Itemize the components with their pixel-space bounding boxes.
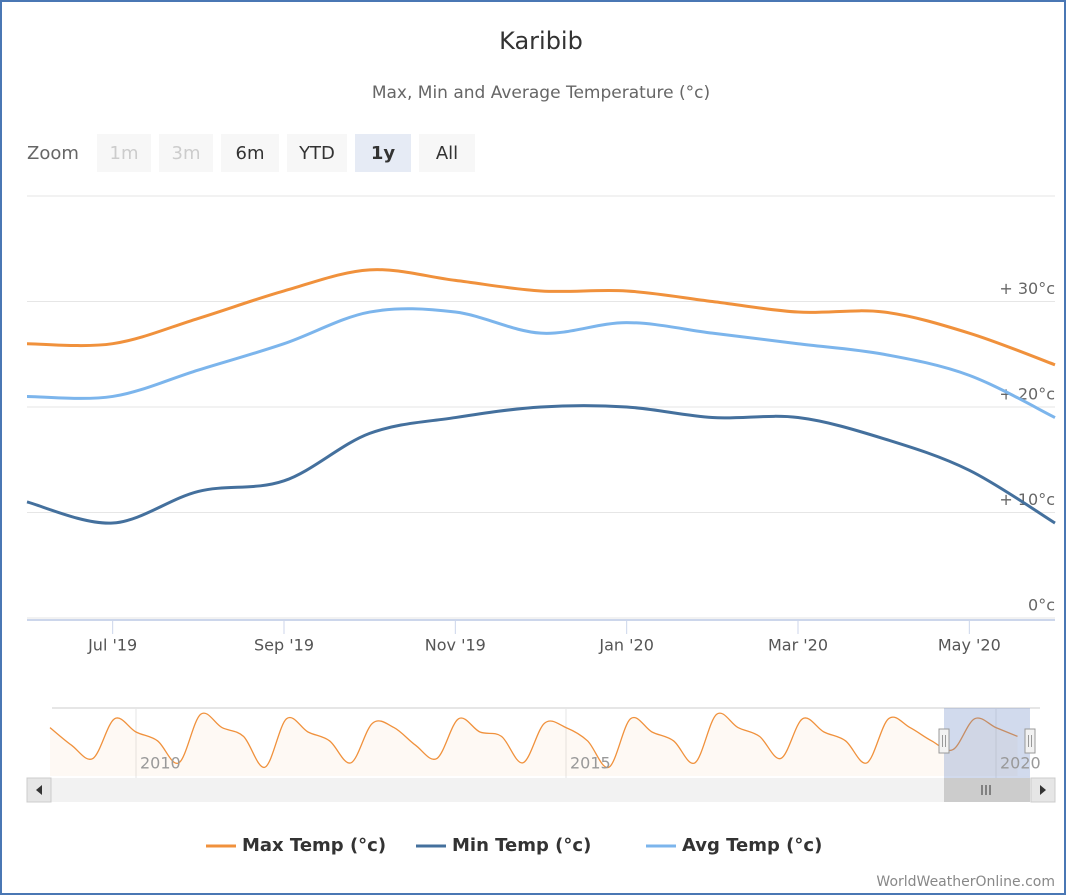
- legend-label[interactable]: Avg Temp (°c): [682, 835, 822, 856]
- navigator: 2010 2015 2020: [26, 707, 1056, 803]
- credit: WorldWeatherOnline.com: [876, 874, 1055, 890]
- zoom-button[interactable]: [159, 134, 213, 172]
- handle-grip: [1028, 735, 1032, 747]
- navigator-handle[interactable]: [938, 728, 950, 754]
- x-tick-label: Sep '19: [254, 636, 314, 655]
- handle-grip: [942, 735, 946, 747]
- thumb-grip: [981, 785, 991, 795]
- x-tick-label: Jan '20: [598, 636, 654, 655]
- arrow-left: [36, 785, 42, 795]
- series-line: [26, 404, 1056, 525]
- x-tick-label: Mar '20: [768, 636, 828, 655]
- legend-label[interactable]: Max Temp (°c): [242, 835, 386, 856]
- zoom-button-label: 3m: [172, 143, 201, 164]
- x-tick-label: Jul '19: [87, 636, 137, 655]
- arrow-right: [1040, 785, 1046, 795]
- navigator-tick-label: 2020: [1000, 754, 1041, 773]
- zoom-button-label: YTD: [298, 143, 335, 164]
- navigator-selection[interactable]: [944, 708, 1030, 778]
- navigator-line: [49, 712, 1018, 769]
- zoom-button[interactable]: [419, 134, 475, 172]
- x-tick-label: May '20: [938, 636, 1001, 655]
- navigator-handle[interactable]: [1024, 728, 1036, 754]
- zoom-button-label: All: [436, 143, 458, 164]
- x-tick-label: Nov '19: [425, 636, 486, 655]
- navigator-tick-label: 2010: [140, 754, 181, 773]
- zoom-buttons: 1m 3m 6m YTD 1y All: [97, 134, 475, 172]
- zoom-button[interactable]: [287, 134, 347, 172]
- zoom-button[interactable]: [355, 134, 411, 172]
- scrollbar-thumb[interactable]: [944, 778, 1030, 802]
- zoom-label: Zoom: [27, 143, 79, 164]
- scrollbar-track[interactable]: [27, 778, 1055, 802]
- zoom-button-label: 6m: [236, 143, 265, 164]
- chart-subtitle: Max, Min and Average Temperature (°c): [372, 83, 710, 103]
- series: [26, 268, 1056, 525]
- zoom-button[interactable]: [97, 134, 151, 172]
- legend: Max Temp (°c) Min Temp (°c) Avg Temp (°c): [206, 835, 822, 856]
- chart-title: Karibib: [499, 27, 583, 55]
- navigator-bg: [52, 708, 1040, 778]
- y-tick-label: + 20°c: [999, 385, 1055, 404]
- y-tick-label: + 30°c: [999, 279, 1055, 298]
- legend-label[interactable]: Min Temp (°c): [452, 835, 591, 856]
- zoom-button[interactable]: [221, 134, 279, 172]
- series-line: [26, 268, 1056, 367]
- zoom-button-label: 1y: [371, 143, 396, 164]
- series-line: [26, 307, 1056, 419]
- y-tick-label: 0°c: [1028, 596, 1055, 615]
- navigator-tick-label: 2015: [570, 754, 611, 773]
- zoom-button-label: 1m: [110, 143, 139, 164]
